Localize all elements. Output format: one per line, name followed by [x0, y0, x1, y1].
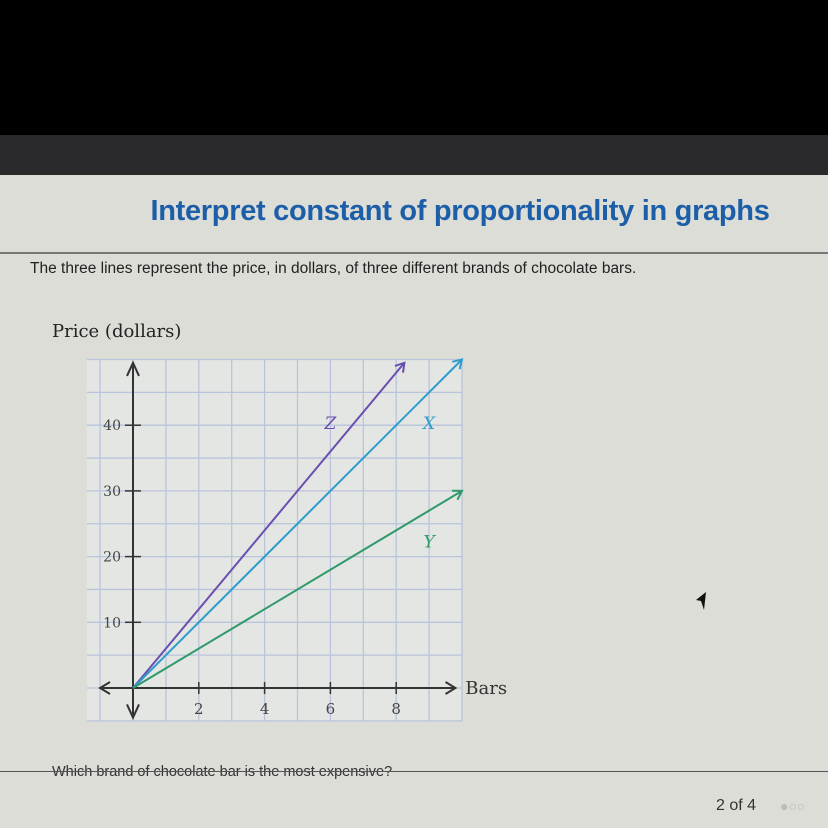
y-tick-label: 30: [103, 484, 121, 500]
x-tick-label: 4: [260, 700, 270, 718]
problem-prompt: The three lines represent the price, in …: [30, 260, 637, 277]
plot-background: [86, 359, 462, 721]
series-label-Y: Y: [423, 532, 436, 552]
x-tick-label: 6: [326, 700, 336, 718]
page-indicator: 2 of 4: [716, 797, 757, 814]
x-tick-label: 8: [391, 700, 401, 718]
y-tick-label: 10: [103, 615, 121, 631]
x-axis-arrows: [98, 681, 458, 695]
arrow-head-Y: [451, 489, 464, 501]
y-tick-label: 20: [103, 550, 121, 566]
browser-toolbar: [0, 135, 828, 175]
page-title: Interpret constant of proportionality in…: [150, 195, 770, 227]
question-text: Which brand of chocolate bar is the most…: [52, 764, 393, 780]
divider: [0, 252, 828, 254]
y-axis-label: Price (dollars): [52, 321, 182, 342]
series-label-X: X: [421, 414, 436, 434]
arrow-head-Z: [394, 361, 406, 373]
y-axis-arrows: [126, 360, 140, 720]
mouse-cursor-icon: [694, 592, 710, 617]
divider: [0, 771, 828, 772]
series-line-X: [132, 358, 463, 689]
progress-dots[interactable]: ●○○: [780, 798, 806, 814]
x-axis-label: Bars: [465, 678, 507, 699]
arrow-head-X: [452, 358, 464, 370]
series-label-Z: Z: [323, 414, 337, 434]
series-line-Y: [132, 490, 463, 689]
series-line-Z: [132, 362, 406, 689]
x-tick-label: 2: [194, 700, 204, 718]
y-tick-label: 40: [103, 418, 121, 434]
